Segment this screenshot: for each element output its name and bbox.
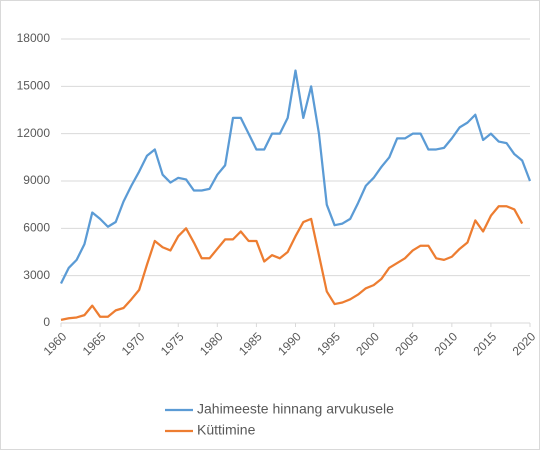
- data-line: [59, 69, 532, 285]
- chart-frame: [0, 0, 540, 450]
- y-tick-label: 0: [43, 315, 50, 329]
- y-tick-label: 15000: [17, 79, 51, 93]
- y-tick-label: 12000: [17, 126, 51, 140]
- y-tick-label: 3000: [23, 268, 50, 282]
- legend-label: Küttimine: [197, 422, 256, 438]
- data-line: [60, 205, 524, 321]
- y-tick-label: 18000: [17, 31, 51, 45]
- y-tick-label: 6000: [23, 221, 50, 235]
- y-tick-label: 9000: [23, 173, 50, 187]
- legend-label: Jahimeeste hinnang arvukusele: [197, 401, 394, 417]
